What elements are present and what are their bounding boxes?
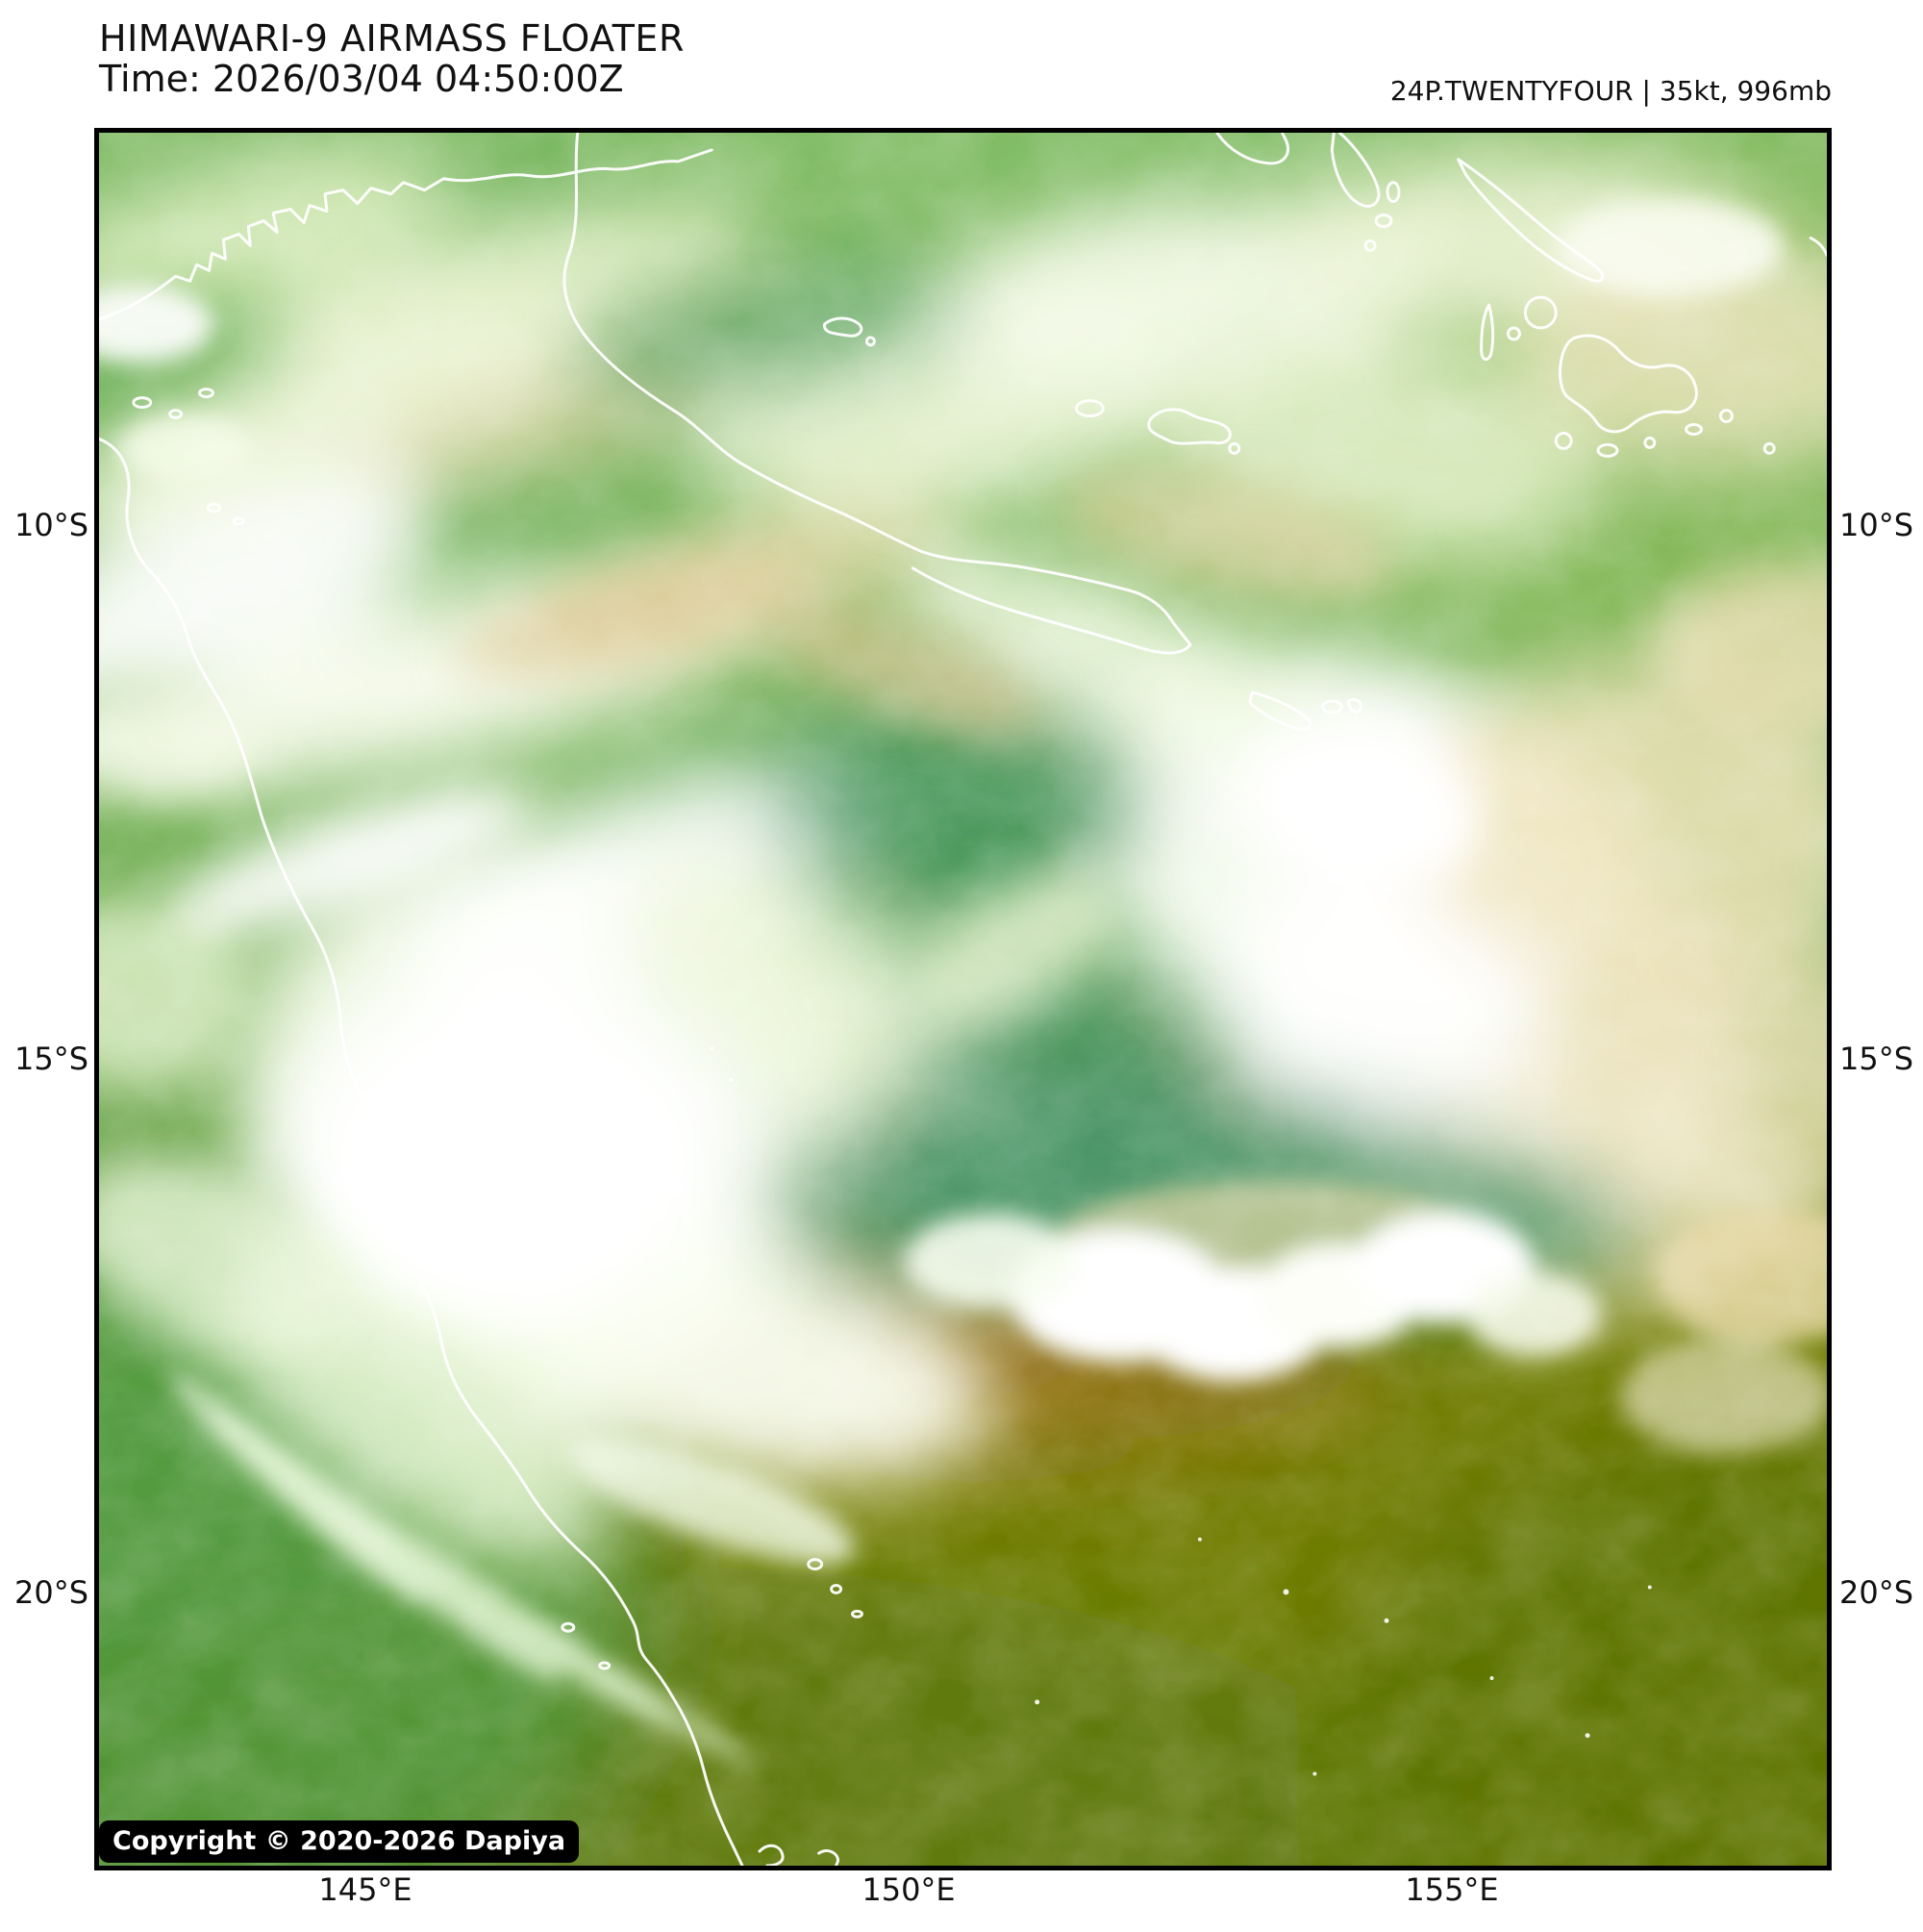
lon-label-155e: 155°E — [1405, 1871, 1499, 1908]
coastline-overlay — [99, 133, 1827, 1866]
lat-label-right-15s: 15°S — [1839, 1041, 1914, 1077]
lat-label-left-20s: 20°S — [13, 1574, 88, 1611]
satellite-image — [99, 133, 1827, 1866]
lat-label-left-15s: 15°S — [13, 1041, 88, 1077]
lat-label-left-10s: 10°S — [13, 507, 88, 543]
lat-label-right-10s: 10°S — [1839, 507, 1914, 543]
storm-info: 24P.TWENTYFOUR | 35kt, 996mb — [1389, 75, 1832, 107]
lon-label-145e: 145°E — [318, 1871, 412, 1908]
lon-label-150e: 150°E — [862, 1871, 956, 1908]
lat-label-right-20s: 20°S — [1839, 1574, 1914, 1611]
copyright-badge: Copyright © 2020-2026 Dapiya — [99, 1820, 580, 1863]
map-frame — [94, 128, 1832, 1870]
page-title: HIMAWARI-9 AIRMASS FLOATER — [99, 17, 685, 60]
image-timestamp: Time: 2026/03/04 04:50:00Z — [99, 58, 624, 100]
